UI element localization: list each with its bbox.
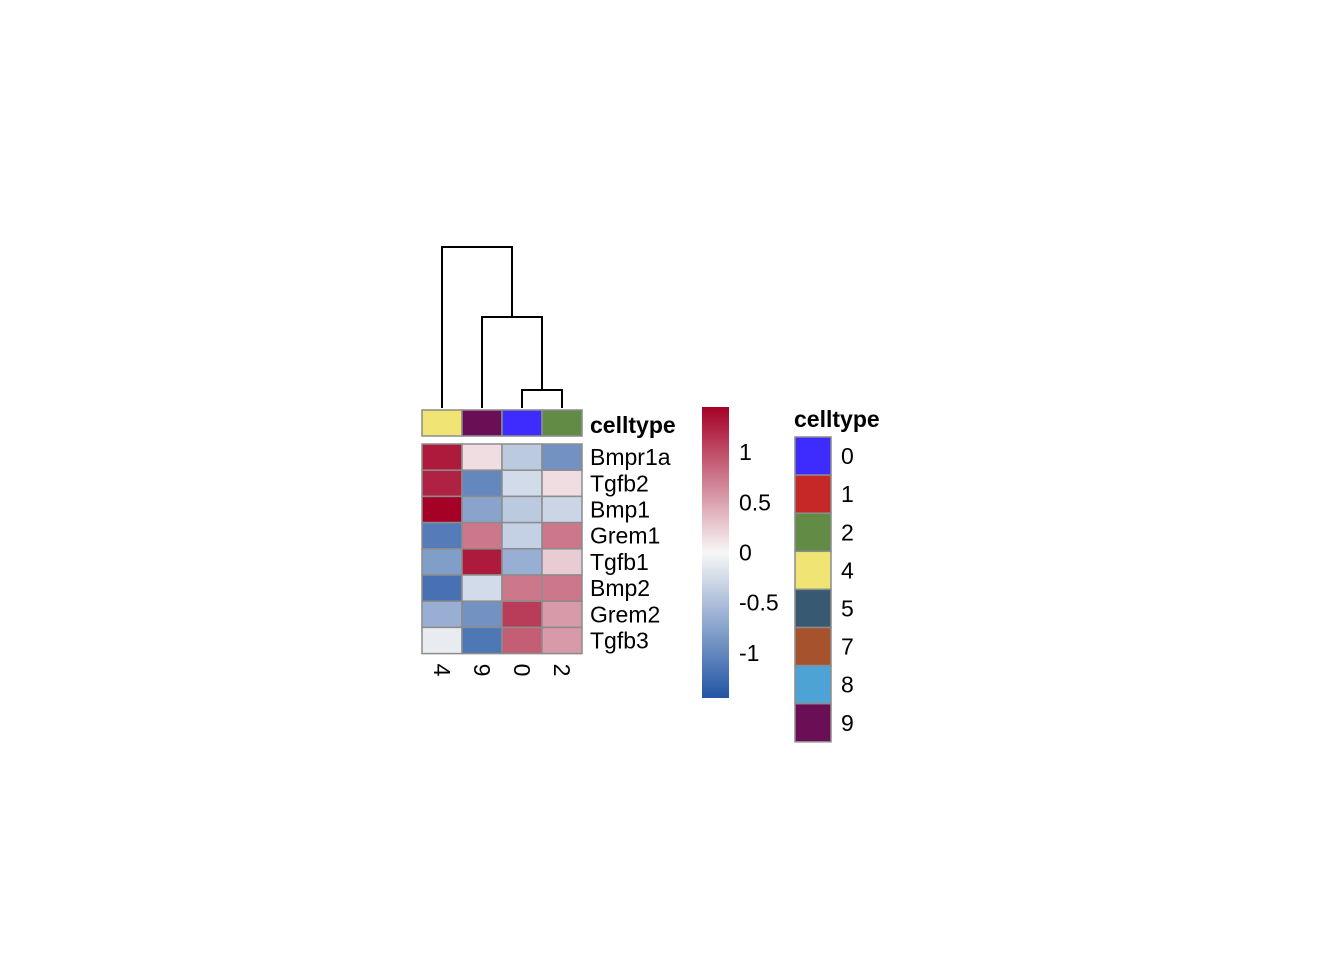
annotation-title: celltype <box>590 412 676 438</box>
legend-swatch <box>794 588 832 629</box>
heatmap-cell <box>421 574 463 602</box>
heatmap-cell <box>541 521 583 550</box>
row-label: Tgfb3 <box>590 628 649 654</box>
heatmap-cell <box>501 626 543 655</box>
heatmap-cell <box>541 626 583 655</box>
heatmap-cell <box>461 574 503 602</box>
heatmap-cell <box>501 600 543 629</box>
legend-title: celltype <box>794 406 880 432</box>
color-scale-tick-label: 0.5 <box>739 489 771 515</box>
heatmap-cell <box>421 600 463 629</box>
row-label: Tgfb1 <box>590 549 649 575</box>
annotation-cell <box>501 409 543 437</box>
heatmap-cell <box>461 443 503 471</box>
heatmap-cell <box>421 469 463 498</box>
heatmap-cell <box>461 521 503 550</box>
legend-label: 4 <box>841 557 854 583</box>
heatmap-cell <box>501 495 543 524</box>
heatmap-cells <box>421 443 583 655</box>
legend-label: 1 <box>841 481 854 507</box>
dendrogram-branch <box>521 389 563 408</box>
celltype-annotation-bar <box>421 409 583 437</box>
column-label: 2 <box>549 664 575 677</box>
legend-label: 8 <box>841 672 854 698</box>
heatmap-cell <box>421 626 463 655</box>
legend-label: 5 <box>841 595 854 621</box>
row-label: Bmp2 <box>590 575 650 601</box>
legend-swatch <box>794 702 832 743</box>
heatmap-cell <box>421 495 463 524</box>
legend-label: 9 <box>841 710 854 736</box>
row-label: Tgfb2 <box>590 470 649 496</box>
color-scale-tick-label: 0 <box>739 540 752 566</box>
heatmap-cell <box>501 443 543 471</box>
annotation-cell <box>541 409 583 437</box>
heatmap-cell <box>421 521 463 550</box>
color-scale-gradient <box>702 407 729 698</box>
color-scale-bar: 1 0.5 0 -0.5 -1 <box>702 407 779 698</box>
legend-label: 0 <box>841 443 854 469</box>
dendrogram-branch <box>441 246 513 408</box>
column-label: 9 <box>469 664 495 677</box>
column-label: 0 <box>509 664 535 677</box>
color-scale-tick-label: -0.5 <box>739 590 779 616</box>
heatmap-cell <box>501 548 543 576</box>
heatmap-cell <box>501 469 543 498</box>
annotation-cell <box>421 409 463 437</box>
heatmap-cell <box>461 626 503 655</box>
column-dendrogram <box>441 246 563 408</box>
column-label: 4 <box>429 664 455 677</box>
heatmap-cell <box>541 548 583 576</box>
row-label: Bmpr1a <box>590 444 671 470</box>
row-label: Bmp1 <box>590 497 650 523</box>
heatmap-cell <box>541 495 583 524</box>
color-scale-tick-label: -1 <box>739 640 759 666</box>
heatmap-cell <box>421 548 463 576</box>
legend-swatch <box>794 474 832 514</box>
heatmap-cell <box>541 469 583 498</box>
legend-swatch <box>794 436 832 476</box>
heatmap-cell <box>541 443 583 471</box>
legend-swatch <box>794 626 832 667</box>
legend-swatch <box>794 512 832 553</box>
heatmap-cell <box>461 495 503 524</box>
row-label: Grem1 <box>590 523 660 549</box>
annotation-cell <box>461 409 503 437</box>
heatmap-cell <box>461 469 503 498</box>
heatmap-cell <box>461 548 503 576</box>
legend-label: 7 <box>841 634 854 660</box>
legend-swatch <box>794 664 832 705</box>
color-scale-tick-label: 1 <box>739 439 752 465</box>
heatmap-cell <box>461 600 503 629</box>
heatmap-cell <box>541 574 583 602</box>
column-labels: 4 9 0 2 <box>429 664 575 677</box>
row-label: Grem2 <box>590 601 660 627</box>
heatmap-cell <box>421 443 463 471</box>
heatmap-cell <box>501 521 543 550</box>
celltype-legend: 0 1 2 4 5 7 8 9 <box>794 436 854 743</box>
heatmap-cell <box>501 574 543 602</box>
legend-swatch <box>794 550 832 591</box>
legend-label: 2 <box>841 519 854 545</box>
heatmap-cell <box>541 600 583 629</box>
dendrogram-branch <box>481 316 543 408</box>
